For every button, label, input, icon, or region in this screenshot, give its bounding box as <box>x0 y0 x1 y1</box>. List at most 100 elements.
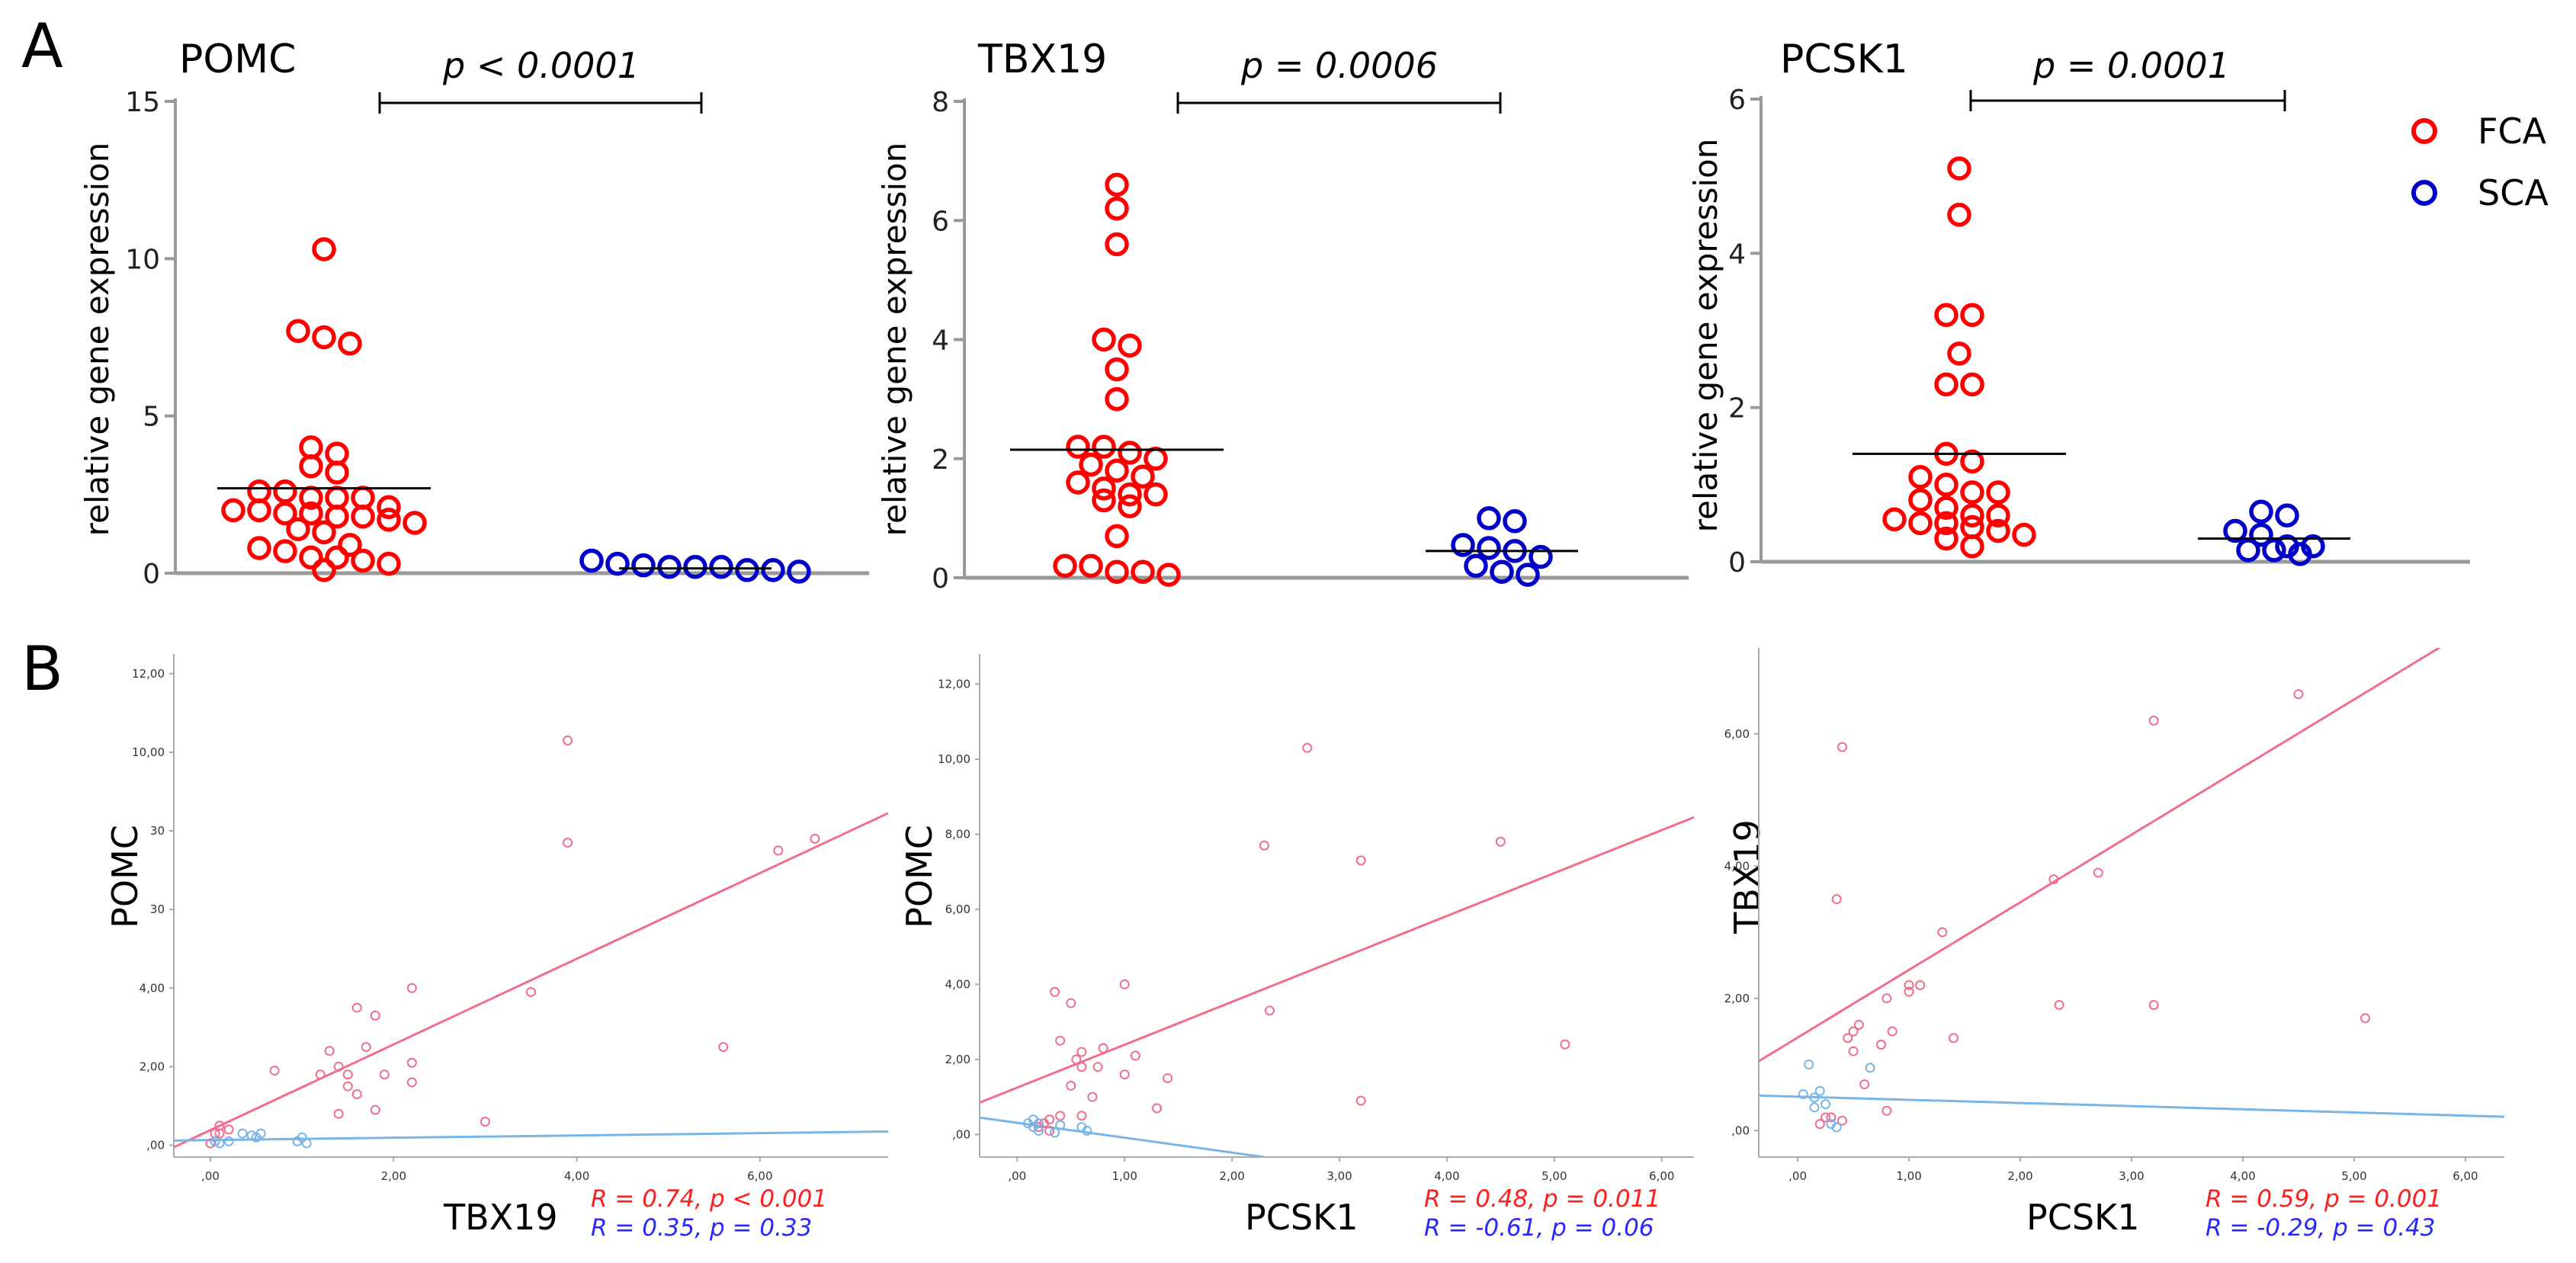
stat-sca: R = -0.29, p = 0.43 <box>2205 1214 2436 1242</box>
y-tick-label: 6 <box>932 206 949 237</box>
y-tick-label: 0 <box>1728 547 1746 579</box>
fca-point <box>299 545 323 570</box>
y-tick-label: 8 <box>932 87 949 118</box>
fca-point <box>1881 1105 1892 1116</box>
fca-point <box>1853 1019 1864 1030</box>
p-value: p = 0.0001 <box>2032 45 2230 86</box>
fca-point <box>2293 689 2304 700</box>
y-tick-label: 4 <box>932 325 949 357</box>
sca-point <box>1033 1126 1044 1136</box>
fca-point <box>1118 441 1142 465</box>
fca-point <box>1937 927 1948 938</box>
fca-point <box>1843 1033 1853 1043</box>
x-tick-label: 4,00 <box>2230 1169 2255 1183</box>
fca-point <box>338 533 362 557</box>
sca-point <box>735 558 759 582</box>
fca-point <box>333 1108 344 1119</box>
fca-point <box>2093 867 2103 878</box>
sca-point <box>1490 559 1514 584</box>
fca-point <box>1302 742 1313 753</box>
fca-point <box>1960 449 1984 474</box>
fca-point <box>1960 534 1984 559</box>
fca-point <box>2012 522 2036 547</box>
sca-point <box>1804 1059 1814 1070</box>
fca-point <box>1831 894 1842 905</box>
sca-point <box>2262 538 2286 563</box>
fca-point <box>1076 1111 1087 1121</box>
fca-point <box>247 536 271 560</box>
fca-point <box>1934 473 1958 497</box>
fca-point <box>299 501 323 526</box>
y-tick-label: 5 <box>143 402 160 433</box>
fca-point <box>1092 327 1116 352</box>
sca-point <box>1055 1120 1066 1130</box>
fca-point <box>1887 1026 1898 1037</box>
fca-point <box>333 1061 344 1072</box>
sca-point <box>1464 553 1488 579</box>
fca-point <box>221 498 245 523</box>
correlation-chart-pomc-pcsk1: POMC PCSK1 R = 0.48, p = 0.011 R = -0.61… <box>899 654 1694 1242</box>
fca-point <box>214 1120 225 1131</box>
y-axis-label: relative gene expression <box>876 143 913 537</box>
y-tick-label: 2,00 <box>1724 992 1750 1005</box>
fca-regression-line <box>174 812 888 1149</box>
fca-point <box>1814 1119 1825 1130</box>
fca-point <box>1144 482 1168 507</box>
x-axis-label: PCSK1 <box>2026 1197 2140 1238</box>
y-axis-label: relative gene expression <box>79 143 116 537</box>
x-tick-label: 6,00 <box>747 1169 772 1183</box>
y-tick-label: 12,00 <box>938 677 970 691</box>
fca-point <box>1105 458 1129 483</box>
fca-point <box>1076 1047 1087 1057</box>
y-axis-label: TBX19 <box>1727 819 1768 934</box>
sca-point <box>2275 503 2299 528</box>
y-tick-label: 4 <box>1728 239 1746 270</box>
fca-point <box>1033 1122 1044 1133</box>
fca-point <box>351 1089 362 1099</box>
fca-point <box>403 511 427 535</box>
fca-point <box>1079 452 1103 477</box>
fca-point <box>1092 1062 1103 1072</box>
fca-point <box>1960 372 1984 397</box>
sca-point <box>1477 506 1501 531</box>
fca-point <box>1105 559 1129 584</box>
y-tick-label: 2 <box>1728 393 1746 425</box>
fca-point <box>1355 855 1366 866</box>
y-tick-label: 12,00 <box>132 667 165 681</box>
p-value: p = 0.0006 <box>1240 45 1438 86</box>
fca-point <box>1131 464 1155 489</box>
fca-point <box>351 548 375 573</box>
x-tick-label: 3,00 <box>1326 1169 1352 1183</box>
x-tick-label: 6,00 <box>1649 1169 1674 1183</box>
sca-point <box>1809 1102 1820 1113</box>
fca-point <box>1934 303 1958 328</box>
chart-title: TBX19 <box>977 37 1107 82</box>
fca-point <box>1876 1040 1887 1050</box>
x-tick-label: 4,00 <box>564 1169 589 1183</box>
fca-point <box>1105 172 1129 197</box>
fca-point <box>2148 999 2159 1010</box>
fca-point <box>273 479 297 504</box>
sca-point <box>1076 1122 1087 1133</box>
correlation-chart-tbx19-pcsk1: TBX19 PCSK1 R = 0.59, p = 0.001 R = -0.2… <box>1724 648 2504 1242</box>
fca-point <box>1848 1026 1859 1037</box>
y-tick-label: 8,00 <box>945 827 970 841</box>
panel-label-b: B <box>21 633 63 704</box>
fca-point <box>273 539 297 563</box>
legend-fca-marker <box>2411 118 2437 144</box>
sca-point <box>631 553 656 578</box>
dot-chart-tbx19: TBX19 p = 0.0006 relative gene expressio… <box>876 37 1689 595</box>
y-tick-label: 0 <box>143 559 160 590</box>
sca-point <box>2249 522 2273 547</box>
fca-point <box>1986 480 2010 505</box>
stat-sca: R = -0.61, p = 0.06 <box>1424 1214 1654 1242</box>
fca-point <box>342 1069 353 1080</box>
y-tick-label: 4,00 <box>140 981 165 995</box>
fca-point <box>1098 1043 1108 1053</box>
fca-point <box>1118 494 1142 518</box>
fca-point <box>1105 196 1129 221</box>
x-tick-label: 6,00 <box>2452 1169 2478 1183</box>
fca-point <box>325 460 349 485</box>
sca-point <box>683 554 707 579</box>
fca-point <box>406 983 417 993</box>
